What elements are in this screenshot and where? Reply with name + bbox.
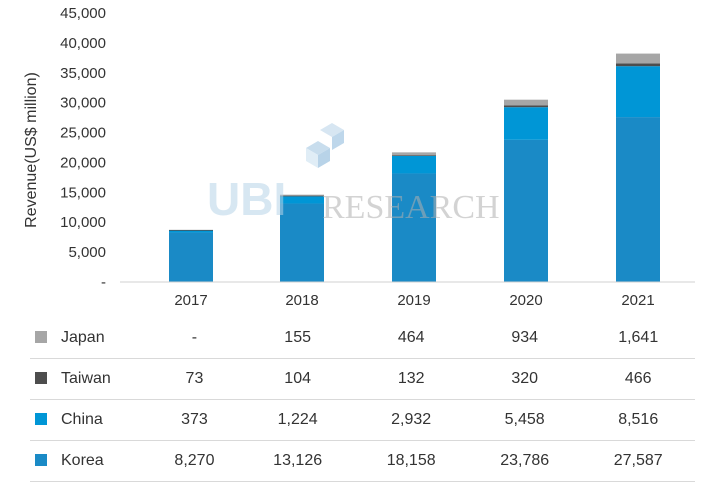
table-cell: 320 [467,358,582,400]
table-cell: 2,932 [354,399,468,441]
series-name: Taiwan [61,370,111,387]
table-cell: 132 [354,358,468,400]
watermark-text: RESEARCH [322,189,500,226]
table-cell: 13,126 [240,440,355,482]
table-cell: 1,641 [581,318,695,359]
table-cell: 373 [148,399,241,441]
table-cell: 27,587 [581,440,695,482]
series-name-cell: Taiwan [30,358,148,400]
series-name: Korea [61,452,104,469]
x-tick-label: 2020 [509,292,542,309]
watermark: UBI RESEARCH [207,123,500,226]
y-tick-label: 40,000 [60,35,106,52]
watermark-logo-letters: UBI [207,173,286,225]
table-cell: 23,786 [467,440,582,482]
bar-taiwan-2020 [504,105,548,108]
bar-china-2021 [616,66,660,118]
bars [169,53,660,283]
y-tick-label: - [101,274,106,291]
x-tick-label: 2019 [397,292,430,309]
table-cell: 1,224 [240,399,355,441]
bar-taiwan-2018 [280,195,324,197]
y-tick-label: 35,000 [60,65,106,82]
stacked-bar-chart: Revenue(US$ million) - 5,000 10,000 15,000 2… [23,5,695,309]
bar-china-2019 [392,155,436,174]
table-row: China 373 1,224 2,932 5,458 8,516 [30,399,695,441]
legend-swatch [35,331,47,343]
bar-korea-2017 [169,232,213,282]
y-tick-label: 25,000 [60,125,106,142]
data-table: Japan -155 464 934 1,641 Taiwan 73 104 132 320 466… [30,318,695,482]
bar-taiwan-2019 [392,155,436,156]
bar-taiwan-2017 [169,229,213,231]
y-tick-label: 15,000 [60,184,106,201]
bar-japan-2019 [392,152,436,156]
x-tick-label: 2021 [621,292,654,309]
table-cell: 8,270 [148,440,241,482]
table-cell: 934 [467,318,582,359]
y-axis-ticks: - 5,000 10,000 15,000 20,000 25,000 30,000 35,0… [60,5,106,291]
x-tick-label: 2018 [285,292,318,309]
bar-japan-2020 [504,99,548,106]
bar-japan-2021 [616,53,660,64]
series-name-cell: China [30,399,148,441]
y-tick-label: 5,000 [68,244,106,261]
table-row: Korea 8,270 13,126 18,158 23,786 27,587 [30,440,695,482]
table-cell: 464 [354,318,468,359]
table-cell: 18,158 [354,440,468,482]
legend-swatch [35,372,47,384]
bar-china-2020 [504,107,548,140]
bar-korea-2019 [392,173,436,282]
table-cell: 5,458 [467,399,582,441]
bar-taiwan-2021 [616,63,660,67]
table-cell: 466 [581,358,695,400]
series-name: Japan [61,329,105,346]
table-cell: 8,516 [581,399,695,441]
table-cell: - [148,318,241,359]
y-tick-label: 10,000 [60,214,106,231]
table-cell: 104 [240,358,355,400]
bar-korea-2020 [504,139,548,282]
y-tick-label: 30,000 [60,95,106,112]
table-row: Taiwan 73 104 132 320 466 [30,358,695,400]
series-name-cell: Korea [30,440,148,482]
table-cell: 155 [240,318,355,359]
y-tick-label: 20,000 [60,154,106,171]
y-tick-label: 45,000 [60,5,106,22]
table-cell: 73 [148,358,241,400]
y-axis-label: Revenue(US$ million) [23,72,40,228]
x-tick-label: 2017 [174,292,207,309]
legend-swatch [35,454,47,466]
bar-korea-2021 [616,117,660,283]
bar-china-2018 [280,196,324,204]
bar-japan-2018 [280,194,324,196]
bar-korea-2018 [280,203,324,282]
x-axis-ticks: 2017 2018 2019 2020 2021 [174,292,654,309]
series-name: China [61,411,103,428]
series-name-cell: Japan [30,318,148,359]
table-row: Japan -155 464 934 1,641 [30,318,695,359]
bar-china-2017 [169,230,213,233]
legend-swatch [35,413,47,425]
